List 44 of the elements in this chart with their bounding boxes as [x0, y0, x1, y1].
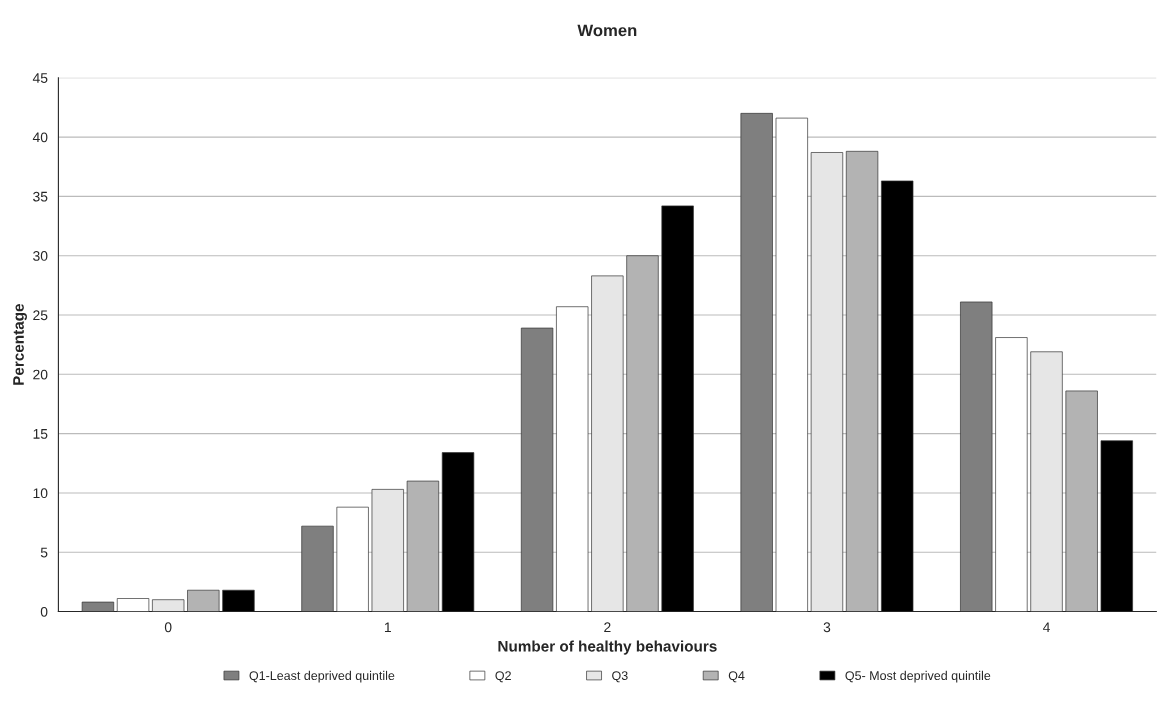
y-tick-label: 25 [33, 310, 48, 321]
bar [556, 306, 589, 612]
y-tick-label: 10 [33, 488, 48, 499]
y-axis-title: Percentage [13, 304, 27, 385]
bar [81, 601, 115, 612]
legend-label: Q5- Most deprived quintile [845, 670, 991, 683]
y-tick-label: 35 [33, 191, 48, 202]
bar [661, 205, 694, 612]
y-tick-label: 5 [40, 547, 48, 558]
x-tick-label: 2 [604, 622, 611, 633]
bar [810, 152, 844, 612]
legend-label: Q4 [728, 671, 745, 683]
x-tick-label: 3 [823, 622, 831, 633]
bar [740, 113, 773, 612]
legend-label: Q2 [495, 671, 511, 683]
y-tick-label: 30 [33, 251, 48, 261]
bar [960, 301, 993, 612]
y-tick-label: 40 [32, 132, 48, 143]
bar [116, 598, 150, 612]
bar [187, 589, 220, 612]
chart-title: Women [577, 24, 637, 37]
bar [775, 117, 808, 612]
bar [152, 599, 185, 612]
bar [1030, 351, 1063, 612]
y-tick-label: 20 [33, 369, 48, 380]
legend-label: Q3 [612, 671, 628, 683]
bar [995, 337, 1028, 612]
bar [222, 589, 255, 612]
bar [336, 506, 369, 612]
x-tick-label: 1 [384, 622, 391, 633]
x-tick-label: 4 [1042, 622, 1050, 633]
x-tick-label: 0 [164, 622, 172, 633]
bar [441, 452, 475, 612]
y-tick-label: 15 [33, 429, 48, 439]
bar [371, 489, 404, 612]
bar [591, 275, 624, 612]
x-axis-title: Number of healthy behaviours [498, 640, 717, 655]
y-tick-label: 45 [32, 73, 48, 83]
bar [881, 180, 914, 612]
y-tick-label: 0 [40, 606, 48, 617]
bar [301, 525, 334, 612]
bar [520, 327, 554, 612]
bar [1100, 440, 1133, 612]
legend-label: Q1-Least deprived quintile [249, 670, 395, 683]
